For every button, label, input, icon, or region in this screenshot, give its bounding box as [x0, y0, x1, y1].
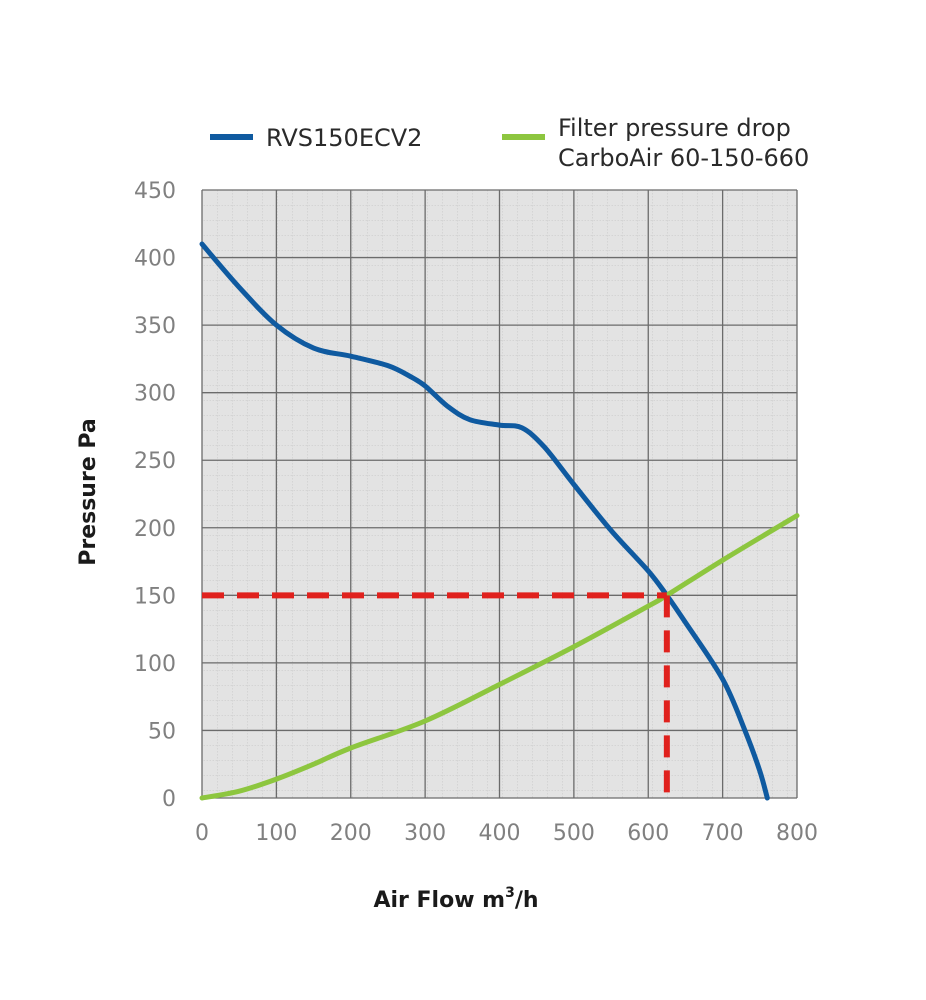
y-axis-title: Pressure Pa	[76, 418, 101, 566]
y-tick-label: 350	[134, 314, 176, 339]
series-layer	[199, 241, 800, 801]
y-tick-label: 250	[134, 449, 176, 474]
legend: RVS150ECV2 Filter pressure drop CarboAir…	[210, 114, 809, 172]
y-tick-label: 100	[134, 652, 176, 677]
legend-label-rvs150ecv2: RVS150ECV2	[266, 124, 422, 152]
y-tick-label: 450	[134, 179, 176, 204]
x-tick-label: 600	[627, 821, 669, 846]
series-line-filter-pressure-drop	[199, 513, 800, 801]
x-tick-label: 400	[479, 821, 521, 846]
y-tick-label: 300	[134, 382, 176, 407]
x-tick-label: 300	[404, 821, 446, 846]
x-axis-ticks: 0 100 200 300 400 500 600 700 800	[195, 821, 818, 846]
x-axis-title: Air Flow m3/h	[373, 885, 538, 913]
x-tick-label: 800	[776, 821, 818, 846]
x-axis-title-suffix: /h	[515, 888, 539, 913]
y-tick-label: 150	[134, 584, 176, 609]
y-tick-label: 200	[134, 517, 176, 542]
x-tick-label: 500	[553, 821, 595, 846]
legend-label-filter-line2: CarboAir 60-150-660	[558, 144, 809, 172]
y-tick-label: 0	[162, 787, 176, 812]
y-tick-label: 400	[134, 247, 176, 272]
x-axis-title-main: Air Flow m	[373, 888, 505, 913]
y-axis-ticks: 0 50 100 150 200 250 300 350 400 450	[134, 179, 176, 812]
series-line-rvs150ecv2	[199, 241, 770, 801]
x-tick-label: 100	[255, 821, 297, 846]
x-tick-label: 200	[330, 821, 372, 846]
annotation-layer	[202, 592, 670, 798]
x-tick-label: 700	[702, 821, 744, 846]
legend-label-filter-line1: Filter pressure drop	[558, 114, 791, 142]
y-tick-label: 50	[148, 719, 176, 744]
major-grid	[201, 189, 798, 799]
x-axis-title-sup: 3	[505, 885, 515, 901]
x-tick-label: 0	[195, 821, 209, 846]
